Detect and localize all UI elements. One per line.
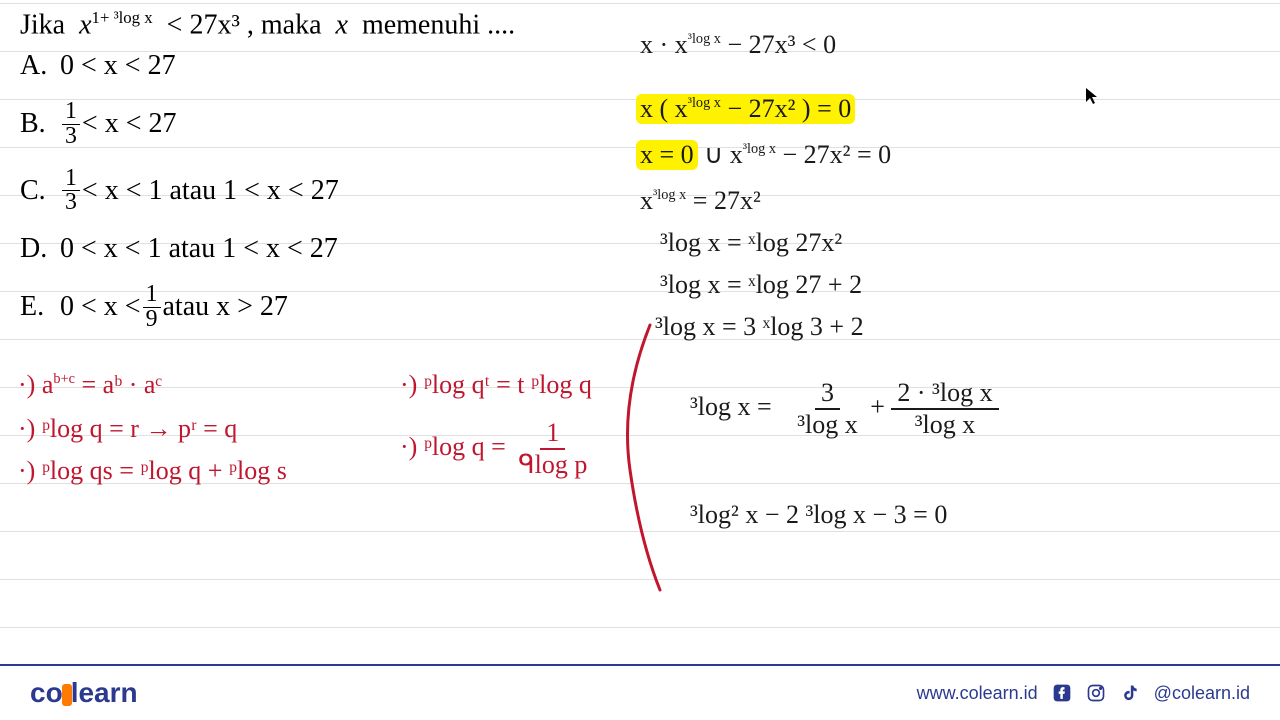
footer-url: www.colearn.id (917, 683, 1038, 704)
footer-bar: colearn www.colearn.id @colearn.id (0, 664, 1280, 720)
work-line-1: x · x³log x − 27x³ < 0 (640, 30, 836, 60)
highlight-1: x ( x³log x − 27x² ) = 0 (636, 94, 855, 124)
brand-logo: colearn (30, 677, 138, 709)
rule-5: ·) ᵖlog q = 1 ᑫlog p (400, 420, 593, 478)
divider-curve (590, 320, 690, 600)
work-line-8: ³log x = 3 ³log x + 2 · ³log x ³log x (690, 380, 999, 438)
work-line-5: ³log x = ˣlog 27x² (660, 228, 842, 258)
option-c: C. 13 < x < 1 atau 1 < x < 27 (20, 167, 339, 216)
work-line-3: x = 0 ∪ x³log x − 27x² = 0 (636, 140, 891, 170)
answer-options: A. 0 < x < 27 B. 13 < x < 27 C. 13 < x <… (20, 50, 339, 350)
rule-1: ·) ab+c = aᵇ · aᶜ (18, 370, 162, 400)
cursor-icon (1084, 86, 1100, 111)
rule-3: ·) ᵖlog qs = ᵖlog q + ᵖlog s (18, 456, 287, 486)
rule-2: ·) ᵖlog q = r → pʳ = q (18, 414, 237, 444)
work-line-4: x³log x = 27x² (640, 186, 761, 216)
work-line-2: x ( x³log x − 27x² ) = 0 (636, 94, 855, 124)
option-d: D. 0 < x < 1 atau 1 < x < 27 (20, 233, 339, 265)
footer-handle: @colearn.id (1154, 683, 1250, 704)
option-e: E. 0 < x < 19 atau x > 27 (20, 283, 339, 332)
tiktok-icon (1120, 683, 1140, 703)
work-line-9: ³log² x − 2 ³log x − 3 = 0 (690, 500, 947, 530)
q-prefix: Jika (20, 9, 65, 40)
facebook-icon (1052, 683, 1072, 703)
option-a: A. 0 < x < 27 (20, 50, 339, 82)
option-b: B. 13 < x < 27 (20, 100, 339, 149)
rule-4: ·) ᵖlog qᵗ = t ᵖlog q (400, 370, 592, 400)
footer-right: www.colearn.id @colearn.id (917, 683, 1250, 704)
work-line-6: ³log x = ˣlog 27 + 2 (660, 270, 862, 300)
instagram-icon (1086, 683, 1106, 703)
highlight-2: x = 0 (636, 140, 698, 170)
question-text: Jika x1+ ³log x < 27x³ , maka x memenuhi… (20, 8, 515, 41)
